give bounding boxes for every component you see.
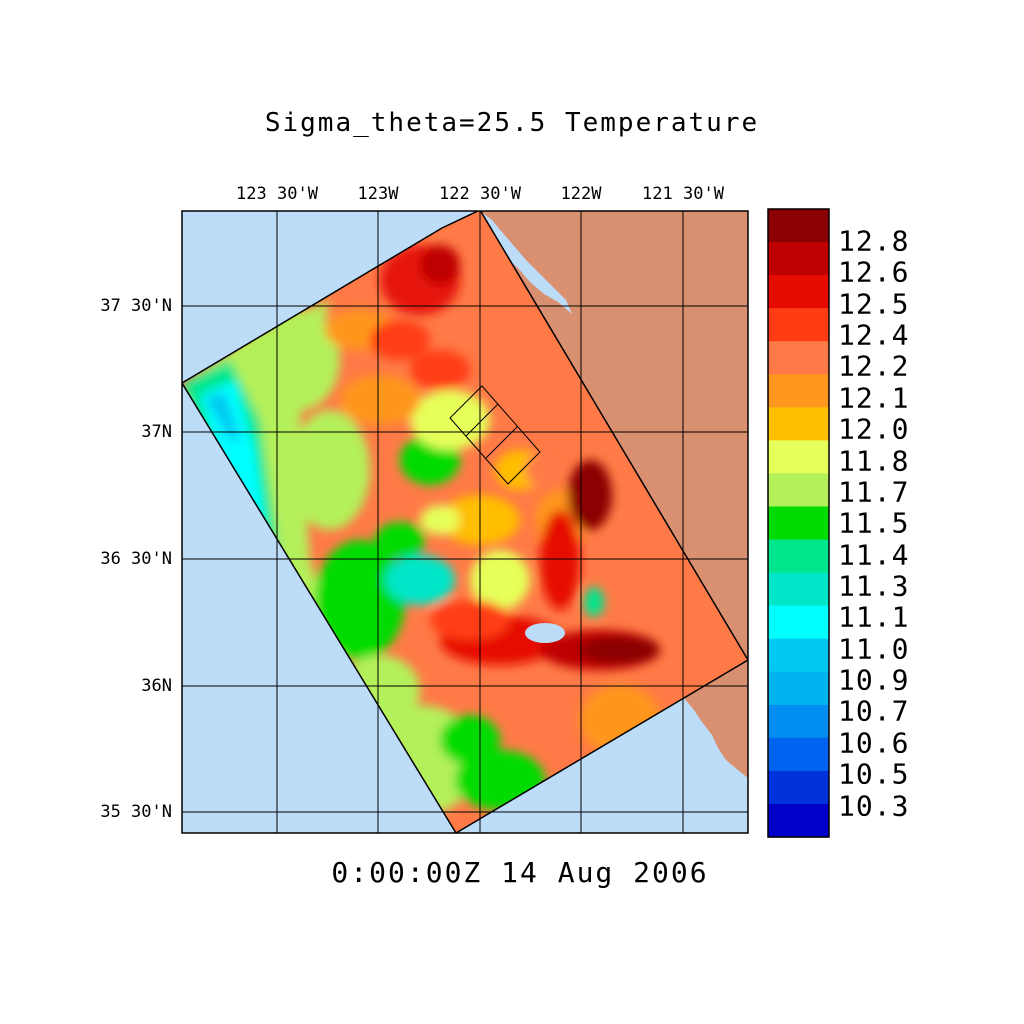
lat-label-36n: 36N [141, 676, 172, 696]
colorbar-swatch [768, 473, 829, 508]
colorbar-swatch [768, 440, 829, 475]
colorbar-label: 10.5 [838, 757, 910, 791]
lat-label-37n: 37N [141, 422, 172, 442]
colorbar-label: 12.5 [838, 287, 910, 321]
colorbar-label: 10.7 [838, 694, 910, 728]
colorbar-label: 11.8 [838, 444, 910, 478]
colorbar-label: 12.0 [838, 412, 910, 446]
colorbar-swatch [768, 341, 829, 375]
colorbar-label: 10.9 [838, 663, 910, 697]
subdomain-boxes [449, 385, 541, 485]
colorbar-label: 10.3 [838, 789, 910, 823]
colorbar-swatch [768, 704, 829, 739]
map-frame [181, 210, 749, 834]
colorbar-label: 11.4 [838, 538, 910, 572]
map-title: Sigma_theta=25.5 Temperature [264, 108, 760, 138]
colorbar-label: 12.1 [838, 381, 910, 415]
colorbar-label: 12.6 [838, 255, 910, 289]
lat-label-35-30n: 35 30'N [100, 802, 172, 822]
colorbar-frame [767, 208, 830, 838]
colorbar-label: 11.1 [838, 600, 910, 634]
lon-label-123-30w: 123 30'W [236, 184, 318, 204]
colorbar-swatch [768, 737, 829, 772]
colorbar-swatch [768, 671, 829, 706]
colorbar-label: 11.7 [838, 475, 910, 509]
colorbar-swatch [768, 605, 829, 640]
colorbar-label: 12.2 [838, 349, 910, 383]
colorbar-swatch [768, 275, 829, 309]
colorbar-swatch [768, 506, 829, 541]
lon-label-122w: 122W [560, 184, 602, 204]
colorbar-label: 10.6 [838, 726, 910, 760]
lon-label-122-30w: 122 30'W [439, 184, 521, 204]
colorbar-label: 12.4 [838, 318, 910, 352]
lon-label-121-30w: 121 30'W [642, 184, 724, 204]
colorbar-swatch [768, 209, 829, 243]
colorbar-swatch [768, 803, 829, 838]
lat-label-36-30n: 36 30'N [100, 549, 172, 569]
colorbar-label: 11.3 [838, 569, 910, 603]
lon-label-123w: 123W [357, 184, 399, 204]
colorbar-swatch [768, 539, 829, 574]
colorbar [768, 209, 829, 838]
colorbar-swatch [768, 308, 829, 342]
colorbar-swatch [768, 374, 829, 408]
colorbar-swatch [768, 638, 829, 673]
lat-label-37-30n: 37 30'N [100, 296, 172, 316]
colorbar-label: 12.8 [838, 224, 910, 258]
colorbar-label: 11.0 [838, 632, 910, 666]
colorbar-swatch [768, 770, 829, 805]
timestamp: 0:00:00Z 14 Aug 2006 [331, 856, 709, 889]
colorbar-swatch [768, 407, 829, 441]
colorbar-swatch [768, 572, 829, 607]
model-domain-outline [182, 211, 748, 833]
colorbar-swatch [768, 242, 829, 276]
map-grid [182, 211, 748, 833]
colorbar-label: 11.5 [838, 506, 910, 540]
